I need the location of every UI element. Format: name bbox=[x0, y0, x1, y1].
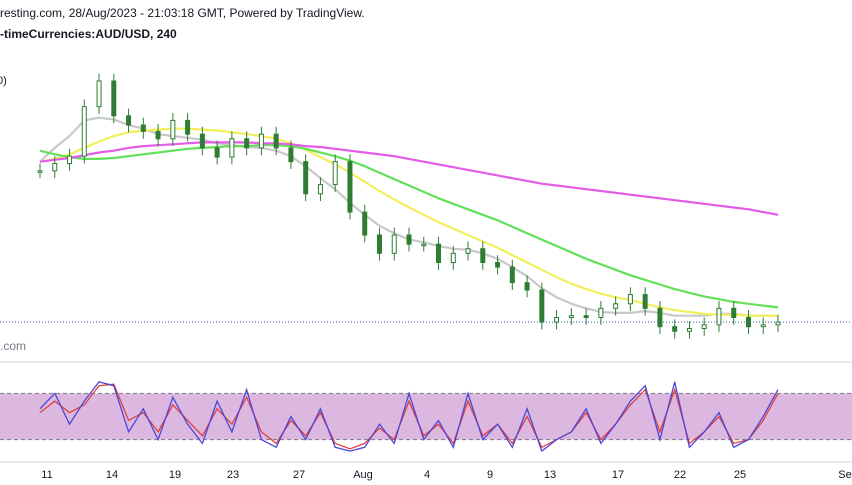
candle-body bbox=[421, 243, 427, 247]
x-tick-label: 25 bbox=[734, 469, 746, 481]
candle-body bbox=[672, 326, 678, 332]
candle-body bbox=[465, 248, 471, 254]
candle-body bbox=[317, 184, 323, 195]
candle-body bbox=[37, 170, 43, 173]
stoch-d-line bbox=[39, 383, 779, 450]
candle-body bbox=[391, 234, 397, 254]
x-tick-label: 17 bbox=[612, 469, 624, 481]
x-tick-label: 9 bbox=[487, 469, 493, 481]
x-tick-label: 4 bbox=[424, 469, 430, 481]
price-pane bbox=[0, 73, 852, 339]
x-tick-label: 13 bbox=[544, 469, 556, 481]
candle-body bbox=[642, 294, 648, 309]
candle-body bbox=[450, 252, 456, 263]
legend-fragment-2: 0) bbox=[0, 75, 7, 87]
candle-body bbox=[362, 211, 368, 236]
candle-body bbox=[524, 282, 530, 291]
time-axis: 11 14 19 23 27 Aug 4 9 13 17 22 25 Se bbox=[41, 469, 851, 481]
chart-source-line: resting.com, 28/Aug/2023 - 21:03:18 GMT,… bbox=[0, 6, 365, 20]
candle-body bbox=[436, 243, 442, 264]
candle-body bbox=[539, 289, 545, 323]
candle-body bbox=[701, 324, 707, 330]
candle-body bbox=[686, 328, 692, 332]
x-tick-label: 27 bbox=[293, 469, 305, 481]
x-tick-label: 19 bbox=[169, 469, 181, 481]
candle-body bbox=[568, 315, 574, 318]
candle-body bbox=[731, 307, 737, 319]
x-tick-label: Aug bbox=[353, 469, 373, 481]
chart-symbol-title: -timeCurrencies:AUD/USD, 240 bbox=[0, 27, 177, 41]
candle-body bbox=[244, 138, 250, 149]
candle-body bbox=[199, 133, 205, 149]
x-tick-label: 11 bbox=[41, 469, 52, 481]
candle-body bbox=[554, 317, 560, 323]
candle-body bbox=[406, 234, 412, 245]
candle-body bbox=[347, 161, 353, 213]
candle-body bbox=[480, 248, 486, 263]
candle-body bbox=[288, 147, 294, 163]
candle-body bbox=[598, 307, 604, 319]
candle-body bbox=[170, 119, 176, 140]
candle-body bbox=[258, 133, 264, 149]
candle-body bbox=[96, 80, 102, 108]
candle-body bbox=[760, 324, 766, 328]
candle-body bbox=[126, 115, 132, 126]
candle-body bbox=[509, 266, 515, 284]
ma-yellow-line bbox=[39, 127, 778, 317]
candle-body bbox=[627, 294, 633, 305]
candle-body bbox=[376, 234, 382, 254]
candle-body bbox=[185, 119, 191, 135]
ma-green-line bbox=[39, 144, 779, 309]
candle-body bbox=[52, 163, 58, 172]
candle-body bbox=[716, 307, 722, 326]
stochastic-pane bbox=[0, 381, 852, 453]
candle-body bbox=[229, 138, 235, 158]
candle-body bbox=[303, 161, 309, 195]
x-tick-label: 22 bbox=[674, 469, 686, 481]
candle-body bbox=[495, 262, 501, 268]
stoch-band bbox=[0, 393, 852, 440]
x-tick-label: Se bbox=[838, 469, 851, 481]
x-tick-label: 14 bbox=[106, 469, 118, 481]
x-tick-label: 23 bbox=[227, 469, 239, 481]
ma-magenta-line bbox=[39, 141, 779, 216]
legend-fragment-1: ) bbox=[0, 64, 1, 76]
candle-body bbox=[214, 147, 220, 158]
stoch-k-line bbox=[39, 381, 779, 453]
candle-body bbox=[81, 106, 87, 157]
candle-body bbox=[273, 133, 279, 149]
candle-body bbox=[67, 155, 73, 165]
candle-body bbox=[140, 124, 146, 132]
candle-body bbox=[583, 315, 589, 318]
candle-body bbox=[657, 307, 663, 328]
candle-body bbox=[155, 130, 161, 140]
candle-body bbox=[613, 303, 619, 309]
candle-body bbox=[332, 161, 338, 186]
candle-body bbox=[111, 80, 117, 117]
watermark-text: .com bbox=[0, 339, 27, 353]
